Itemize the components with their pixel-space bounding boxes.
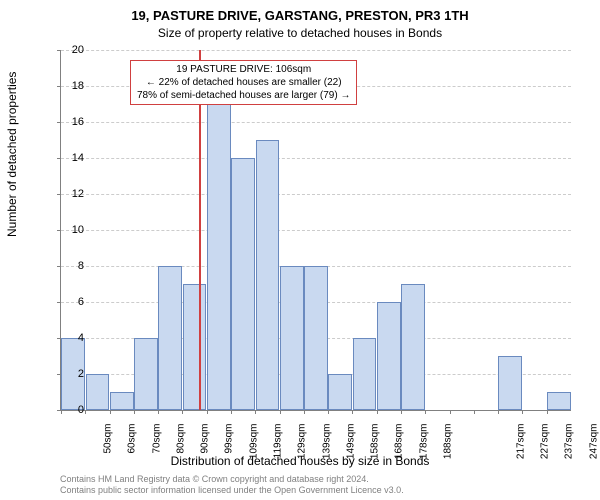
x-tick — [304, 410, 305, 414]
x-tick-label: 168sqm — [394, 424, 405, 474]
x-tick — [377, 410, 378, 414]
x-tick-label: 119sqm — [273, 424, 284, 474]
annotation-line: 19 PASTURE DRIVE: 106sqm — [137, 63, 350, 76]
x-tick — [231, 410, 232, 414]
x-tick-label: 70sqm — [151, 424, 162, 474]
x-tick — [280, 410, 281, 414]
annotation-box: 19 PASTURE DRIVE: 106sqm← 22% of detache… — [130, 60, 357, 105]
x-tick-label: 188sqm — [443, 424, 454, 474]
histogram-bar — [328, 374, 352, 410]
x-tick — [328, 410, 329, 414]
histogram-bar — [158, 266, 182, 410]
x-tick-label: 80sqm — [175, 424, 186, 474]
annotation-line: ← 22% of detached houses are smaller (22… — [137, 76, 350, 89]
histogram-bar — [207, 104, 231, 410]
histogram-bar — [280, 266, 304, 410]
x-tick-label: 237sqm — [564, 424, 575, 474]
y-tick-label: 6 — [54, 296, 84, 308]
x-tick — [522, 410, 523, 414]
x-tick-label: 149sqm — [345, 424, 356, 474]
x-tick — [498, 410, 499, 414]
x-tick-label: 139sqm — [321, 424, 332, 474]
chart-title-main: 19, PASTURE DRIVE, GARSTANG, PRESTON, PR… — [0, 8, 600, 23]
x-tick-label: 227sqm — [540, 424, 551, 474]
chart-title-sub: Size of property relative to detached ho… — [0, 26, 600, 40]
grid-line — [61, 122, 571, 123]
y-tick-label: 8 — [54, 260, 84, 272]
y-tick-label: 0 — [54, 404, 84, 416]
y-tick-label: 16 — [54, 116, 84, 128]
grid-line — [61, 194, 571, 195]
x-tick — [182, 410, 183, 414]
histogram-bar — [498, 356, 522, 410]
histogram-bar — [401, 284, 425, 410]
histogram-bar — [377, 302, 401, 410]
histogram-bar — [134, 338, 158, 410]
y-tick-label: 14 — [54, 152, 84, 164]
x-tick-label: 129sqm — [297, 424, 308, 474]
histogram-bar — [353, 338, 377, 410]
x-tick — [352, 410, 353, 414]
footer-line-2: Contains public sector information licen… — [60, 485, 404, 496]
histogram-bar — [547, 392, 571, 410]
y-tick-label: 18 — [54, 80, 84, 92]
x-tick-label: 50sqm — [103, 424, 114, 474]
x-tick — [425, 410, 426, 414]
footer-line-1: Contains HM Land Registry data © Crown c… — [60, 474, 404, 485]
histogram-bar — [231, 158, 255, 410]
x-tick — [134, 410, 135, 414]
x-tick — [450, 410, 451, 414]
histogram-bar — [183, 284, 207, 410]
y-tick-label: 4 — [54, 332, 84, 344]
annotation-line: 78% of semi-detached houses are larger (… — [137, 89, 350, 102]
x-tick — [85, 410, 86, 414]
chart-container: 19, PASTURE DRIVE, GARSTANG, PRESTON, PR… — [0, 0, 600, 500]
x-tick-label: 60sqm — [127, 424, 138, 474]
x-tick — [547, 410, 548, 414]
y-axis-label: Number of detached properties — [5, 72, 19, 237]
grid-line — [61, 50, 571, 51]
x-tick — [474, 410, 475, 414]
histogram-bar — [86, 374, 110, 410]
x-tick — [255, 410, 256, 414]
histogram-bar — [256, 140, 280, 410]
x-tick — [207, 410, 208, 414]
x-tick-label: 109sqm — [248, 424, 259, 474]
y-tick-label: 12 — [54, 188, 84, 200]
y-tick-label: 20 — [54, 44, 84, 56]
x-tick — [401, 410, 402, 414]
y-tick-label: 2 — [54, 368, 84, 380]
histogram-bar — [304, 266, 328, 410]
chart-footer: Contains HM Land Registry data © Crown c… — [60, 474, 404, 496]
grid-line — [61, 158, 571, 159]
x-tick-label: 178sqm — [418, 424, 429, 474]
x-tick — [110, 410, 111, 414]
x-tick-label: 217sqm — [515, 424, 526, 474]
histogram-bar — [110, 392, 134, 410]
y-tick-label: 10 — [54, 224, 84, 236]
x-tick-label: 158sqm — [370, 424, 381, 474]
grid-line — [61, 230, 571, 231]
x-tick-label: 99sqm — [224, 424, 235, 474]
x-tick-label: 90sqm — [200, 424, 211, 474]
x-tick-label: 247sqm — [588, 424, 599, 474]
x-tick — [158, 410, 159, 414]
